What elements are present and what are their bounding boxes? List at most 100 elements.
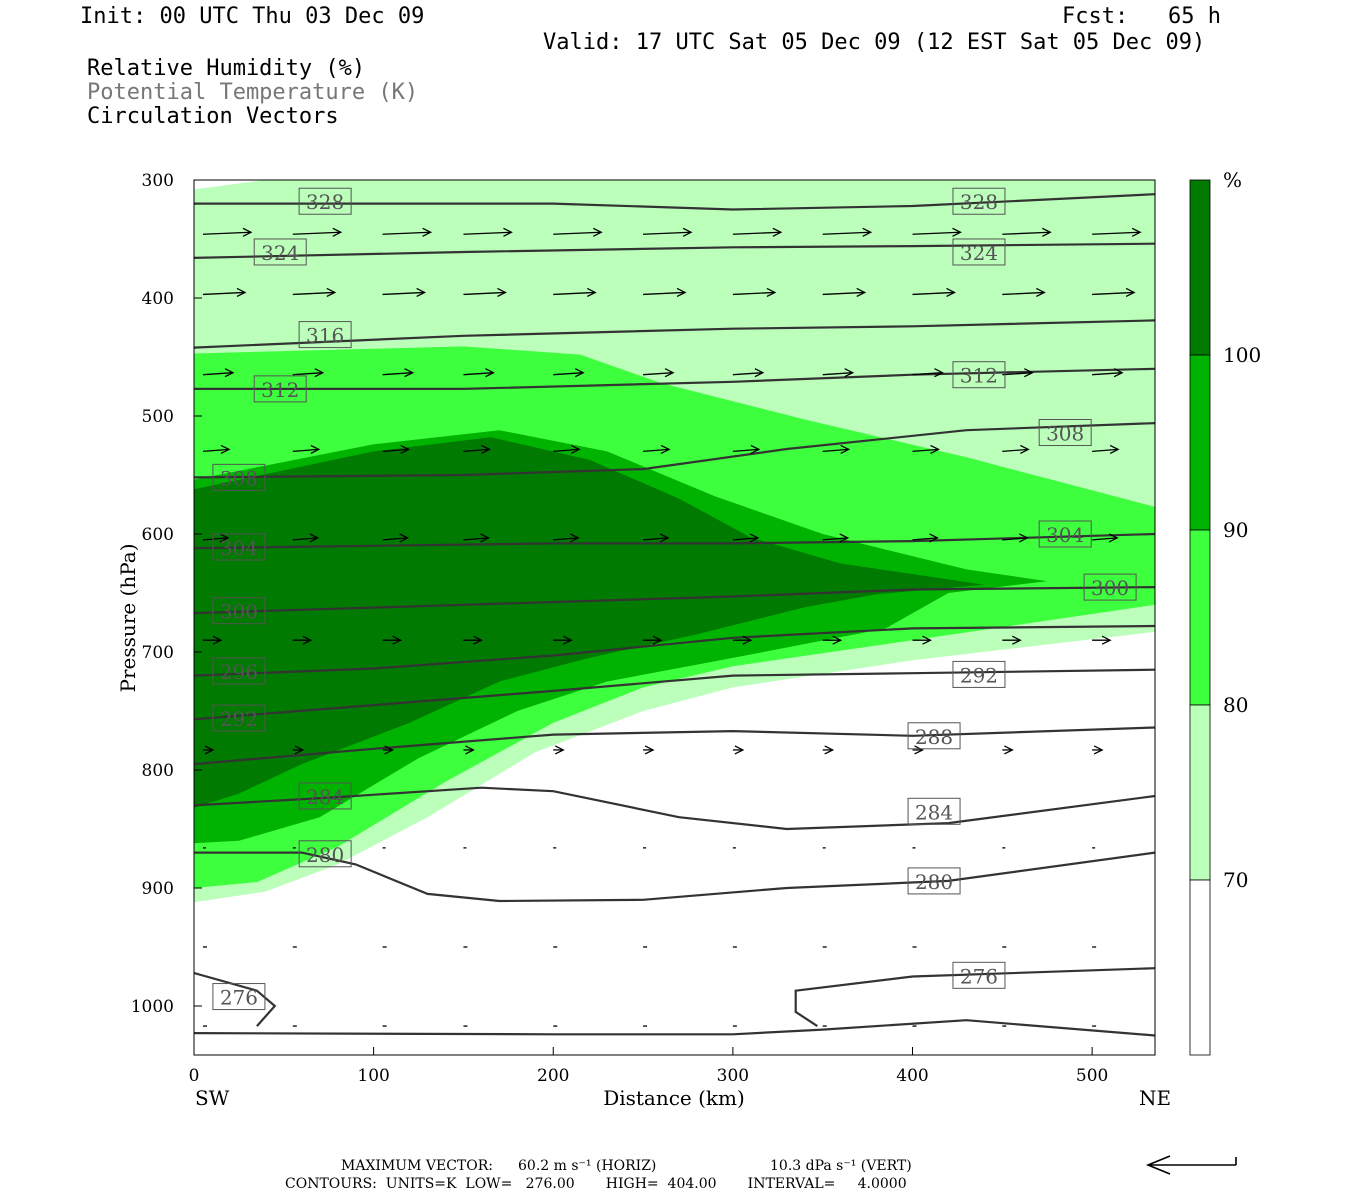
contour-label-324: 324 [960,241,998,265]
circulation-vector [732,231,781,235]
circulation-vector [202,537,229,541]
circulation-vector [553,537,579,541]
theta-contour-308 [194,422,1155,479]
circulation-vector [732,372,763,376]
circulation-vector-head [682,227,693,237]
contour-label-296: 296 [220,660,258,684]
circulation-vector-head [742,635,753,645]
circulation-vector [822,372,853,376]
circulation-vector [912,291,955,296]
max-vector-vert: 10.3 dPa s⁻¹ (VERT) [770,1158,912,1174]
x-tick-label: 400 [896,1066,928,1086]
colorbar: 70 80 90 100 [1189,179,1261,1056]
rh-shading [194,180,1155,903]
circulation-vector-head [766,287,777,298]
circulation-vector-head [1004,745,1014,755]
contour-label-box [298,840,352,868]
contour-label-280: 280 [306,843,344,867]
circulation-vector-head [930,444,940,454]
colorbar-label-70: 70 [1223,868,1248,892]
circulation-vector [292,537,318,541]
circulation-vector-head [839,533,850,543]
theta-contour-276 [194,1019,1155,1037]
circulation-vector-head [1157,746,1165,754]
circulation-vector-head [1131,227,1142,237]
circulation-vector-head [236,287,247,298]
circulation-vector [1154,374,1155,375]
contour-label-284: 284 [306,785,344,809]
contour-label-box [212,983,266,1011]
circulation-vector-head [1108,533,1119,543]
circulation-vector-head [1020,444,1030,454]
theta-contour-296 [194,624,1155,677]
circulation-vector-head [824,745,835,755]
circulation-vector [382,448,409,453]
circulation-vector-head [224,368,235,378]
contour-label-box [952,660,1006,688]
theta-contour-304 [194,532,1155,550]
theta-contour-316 [194,319,1155,349]
circulation-vector-head [1024,368,1034,378]
circulation-vector [1002,448,1029,453]
circulation-vector-head [676,287,687,298]
contour-label-328: 328 [306,190,344,214]
circulation-vector [292,448,319,453]
circulation-vector-head [652,635,663,645]
circulation-vector [202,372,234,376]
contour-label-box [1038,419,1092,447]
contour-label-300: 300 [220,600,258,624]
circulation-vector-head [384,745,395,755]
field-rh: Relative Humidity (%) [87,56,366,81]
x-end-left: SW [195,1086,230,1110]
contour-label-box [1083,573,1137,601]
circulation-vector-head [404,368,415,378]
colorbar-segment [1189,179,1211,356]
init-time: Init: 00 UTC Thu 03 Dec 09 [80,4,425,29]
contour-label-box [298,321,352,349]
colorbar-segment [1189,879,1211,1056]
circulation-vector [1002,231,1051,235]
y-tick-label: 600 [142,525,174,545]
contour-label-276: 276 [960,964,998,988]
circulation-vector [382,372,413,376]
contour-label-312: 312 [261,378,299,402]
theta-contour-276 [194,971,277,1027]
circulation-vector-head [1012,635,1022,645]
circulation-vector-head [302,635,313,645]
y-tick-label: 500 [142,407,174,427]
contour-info: CONTOURS: UNITS=K LOW= 276.00 HIGH= 404.… [285,1176,907,1192]
circulation-vector [463,537,489,541]
contour-label-box [907,797,961,825]
circulation-vector-head [465,745,475,755]
circulation-vector-head [1019,533,1029,543]
circulation-vector-head [832,635,843,645]
circulation-vector [553,231,602,235]
theta-contour-280 [194,851,1155,903]
theta-contour-288 [194,726,1155,766]
theta-contour-300 [194,586,1155,615]
circulation-vector-head [242,227,253,237]
circulation-vector-head [1173,445,1181,453]
colorbar-segment [1189,704,1211,881]
circulation-vector-head [754,368,765,378]
circulation-vector [292,372,323,376]
circulation-vector [202,231,252,235]
contour-label-box [907,867,961,895]
contour-label-box [952,187,1006,215]
circulation-vector-head [660,444,671,454]
circulation-vector-head [309,533,320,543]
circulation-vector-head [332,227,343,237]
circulation-vector-head [294,745,305,755]
x-tick-label: 100 [357,1066,389,1086]
contour-label-312: 312 [960,364,998,388]
circulation-vector [382,537,408,541]
contour-label-324: 324 [261,241,299,265]
circulation-vector [912,448,939,453]
circulation-vector [643,537,669,541]
x-tick-label: 300 [717,1066,749,1086]
circulation-vector-head [1093,745,1104,755]
colorbar-label-90: 90 [1223,518,1248,542]
circulation-vector-head [734,745,745,755]
circulation-vector-head [952,227,962,237]
circulation-vector-head [840,444,851,454]
